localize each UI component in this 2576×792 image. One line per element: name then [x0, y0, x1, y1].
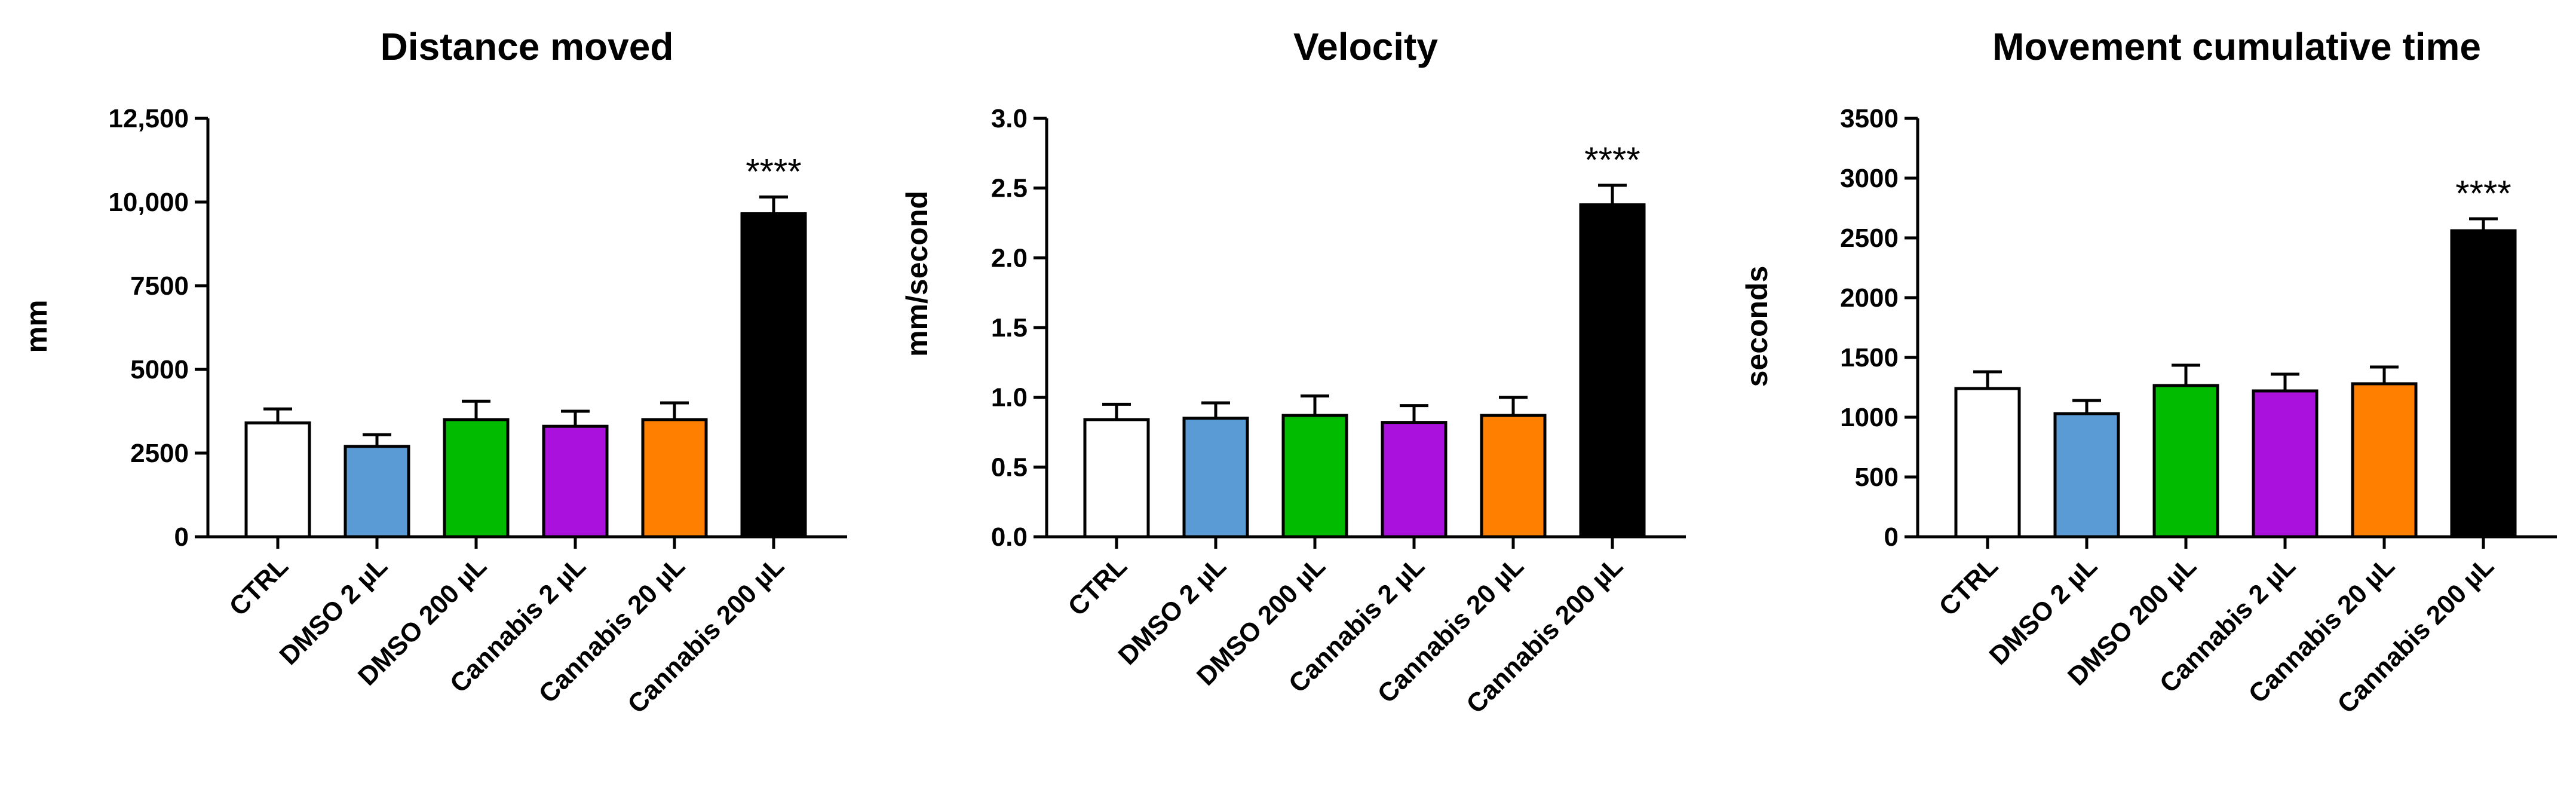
chart-distance-moved: Distance moved mm 0 2500 5000 7500 10,000 12,…: [20, 25, 847, 719]
bar-ctrl: [1954, 387, 2021, 539]
bar-cannabis-2-l: [2252, 389, 2319, 539]
y-tick-label: 2500: [1840, 224, 1899, 253]
bar-cannabis-20-l: [641, 418, 708, 539]
chart-title: Movement cumulative time: [1992, 25, 2481, 68]
chart-movement-cumulative-time: Movement cumulative time seconds 0 500 100…: [1740, 25, 2557, 719]
y-tick-label: 1000: [1840, 403, 1899, 432]
chart-title: Distance moved: [381, 25, 674, 68]
y-tick-label: 7500: [130, 271, 189, 301]
y-axis-label: seconds: [1740, 266, 1774, 387]
bar-cannabis-200-l: [1579, 203, 1646, 539]
y-tick-label: 0.0: [991, 522, 1028, 552]
x-category-label: CTRL: [223, 551, 294, 622]
y-tick-label: 1500: [1840, 343, 1899, 372]
y-tick-label: 500: [1855, 463, 1899, 492]
y-axis-label: mm/second: [900, 191, 934, 357]
bar-cannabis-2-l: [542, 424, 609, 539]
bar-cannabis-200-l: [2450, 229, 2517, 539]
bar-cannabis-2-l: [1381, 421, 1448, 539]
y-tick-label: 2.0: [991, 243, 1028, 273]
bar-cannabis-200-l: [740, 212, 807, 539]
bar-dmso-200-l: [443, 418, 510, 539]
y-tick-label: 3000: [1840, 164, 1899, 193]
y-tick-label: 2500: [130, 439, 189, 468]
bar-dmso-200-l: [1281, 414, 1348, 539]
y-tick-label: 0.5: [991, 452, 1028, 482]
y-tick-label: 3500: [1840, 104, 1899, 133]
bar-dmso-2-l: [344, 445, 410, 539]
bar-dmso-2-l: [2053, 412, 2120, 539]
significance-marker: ****: [2455, 173, 2511, 213]
y-tick-label: 10,000: [108, 188, 189, 217]
significance-marker: ****: [1584, 140, 1640, 180]
y-tick-label: 0: [174, 522, 189, 552]
y-tick-label: 1.5: [991, 313, 1028, 343]
chart-title: Velocity: [1293, 25, 1438, 68]
y-tick-label: 3.0: [991, 104, 1028, 133]
bar-dmso-200-l: [2152, 384, 2219, 539]
significance-marker: ****: [746, 152, 801, 192]
y-tick-label: 1.0: [991, 383, 1028, 412]
y-tick-label: 5000: [130, 355, 189, 384]
bar-dmso-2-l: [1182, 417, 1249, 539]
y-tick-label: 2.5: [991, 174, 1028, 203]
y-tick-label: 0: [1884, 522, 1899, 552]
y-tick-label: 2000: [1840, 283, 1899, 313]
x-category-label: CTRL: [1062, 551, 1133, 622]
bar-ctrl: [244, 421, 311, 539]
x-category-label: CTRL: [1933, 551, 2004, 622]
bar-cannabis-20-l: [2351, 382, 2418, 539]
y-axis-label: mm: [20, 300, 53, 353]
chart-velocity: Velocity mm/second 0.0 0.5 1.0 1.5 2.0 2.5 3.0…: [900, 25, 1686, 719]
bar-cannabis-20-l: [1480, 414, 1547, 539]
y-tick-label: 12,500: [108, 104, 189, 133]
bar-ctrl: [1083, 418, 1150, 539]
